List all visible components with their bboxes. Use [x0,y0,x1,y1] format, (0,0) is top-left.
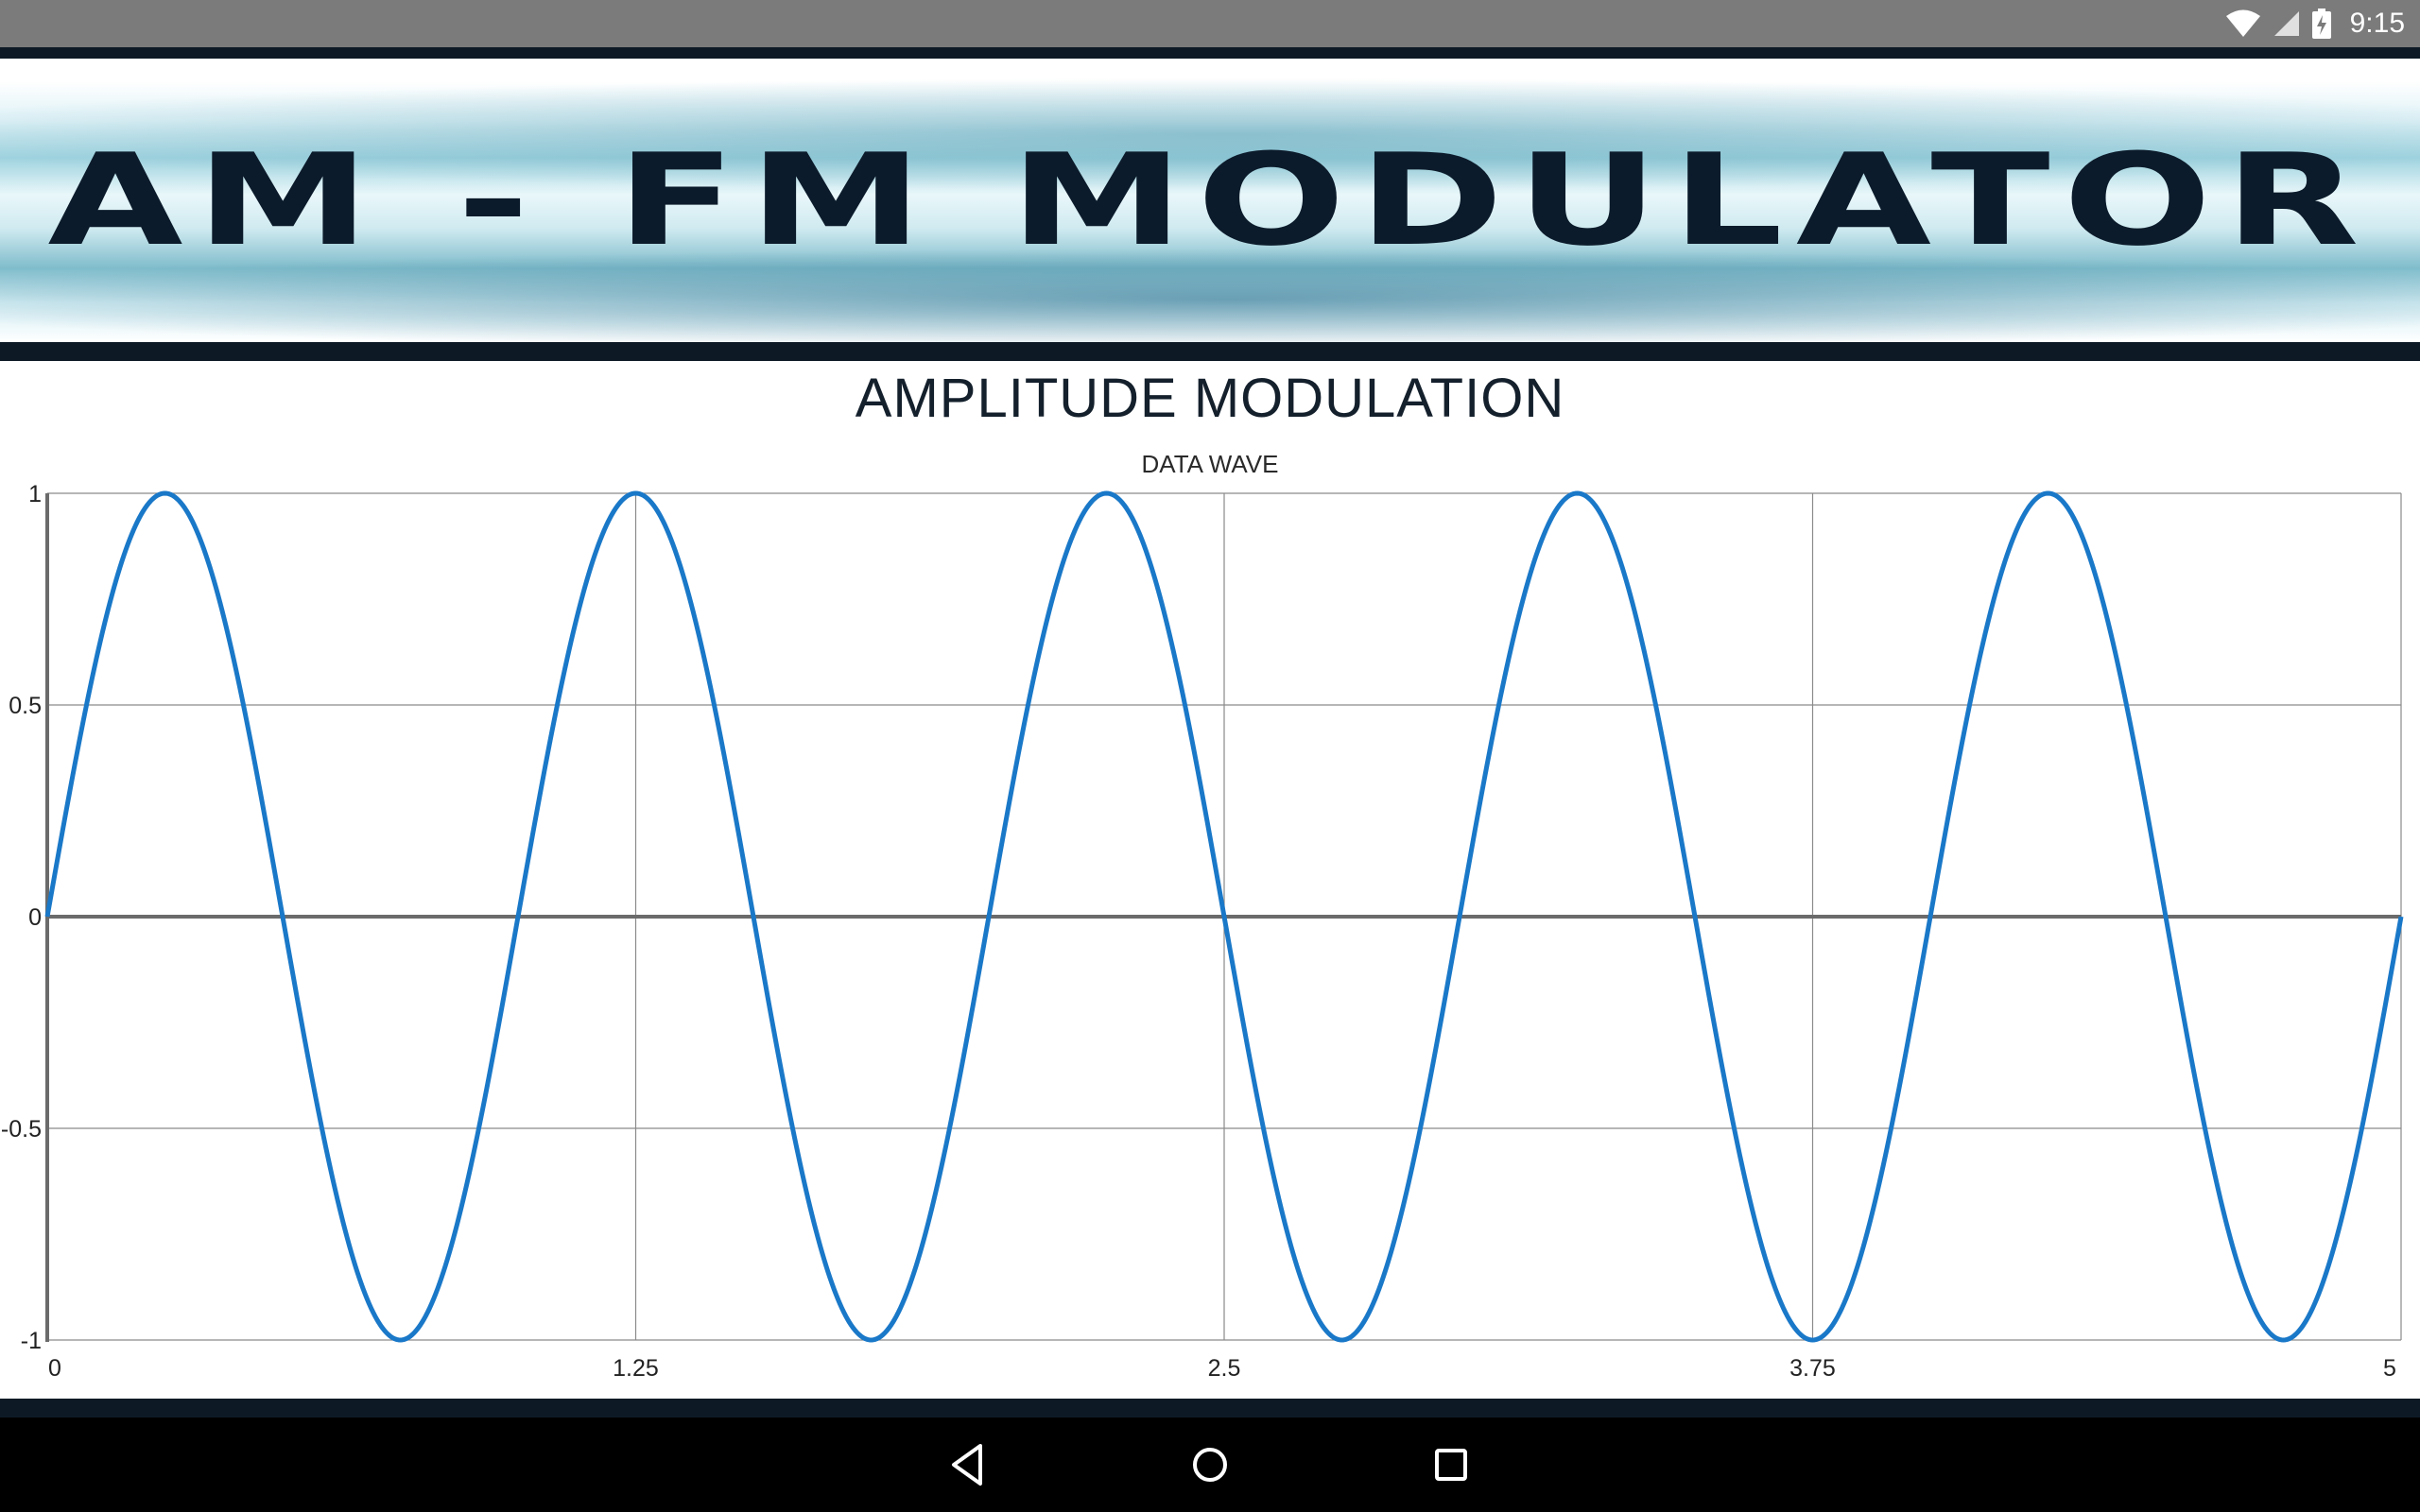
content-bottom-border [0,1399,2420,1418]
home-button[interactable] [1182,1438,1238,1491]
chart-title: DATA WAVE [1141,450,1279,478]
x-tick-label: 2.5 [1208,1355,1241,1382]
y-tick-label: 1 [28,481,42,507]
y-tick-label: 0.5 [9,693,42,719]
app-banner: AM - FM MODULATOR [0,59,2420,342]
chart-series [44,490,2404,1343]
y-tick-label: -0.5 [1,1116,42,1143]
banner-title: AM - FM MODULATOR [47,127,2373,274]
status-time: 9:15 [2349,8,2405,39]
back-button[interactable] [941,1438,997,1491]
x-tick-label: 0 [48,1355,61,1382]
battery-charging-icon [2311,9,2331,39]
data-wave-chart: 0 1.25 2.5 3.75 5 1 0.5 0 -0.5 -1 [1,481,2404,1382]
status-bar: 9:15 [0,0,2420,47]
banner-bottom-border [0,342,2420,361]
navigation-bar [0,1418,2420,1512]
screen-title: AMPLITUDE MODULATION [855,368,1565,429]
banner-swoosh [0,248,2420,342]
x-tick-label: 1.25 [613,1355,659,1382]
recents-button[interactable] [1423,1438,1479,1491]
banner-swoosh [0,77,2420,191]
y-tick-label: -1 [21,1328,42,1354]
banner-top-border [0,47,2420,59]
wifi-icon [2225,9,2260,37]
status-icons: 9:15 [2225,0,2405,47]
chart-tick-labels: 0 1.25 2.5 3.75 5 1 0.5 0 -0.5 -1 [1,481,2396,1382]
cell-signal-icon [2273,11,2299,36]
x-tick-label: 3.75 [1789,1355,1836,1382]
x-tick-label: 5 [2383,1355,2396,1382]
y-tick-label: 0 [28,904,42,931]
data-wave-line [44,490,2404,1343]
